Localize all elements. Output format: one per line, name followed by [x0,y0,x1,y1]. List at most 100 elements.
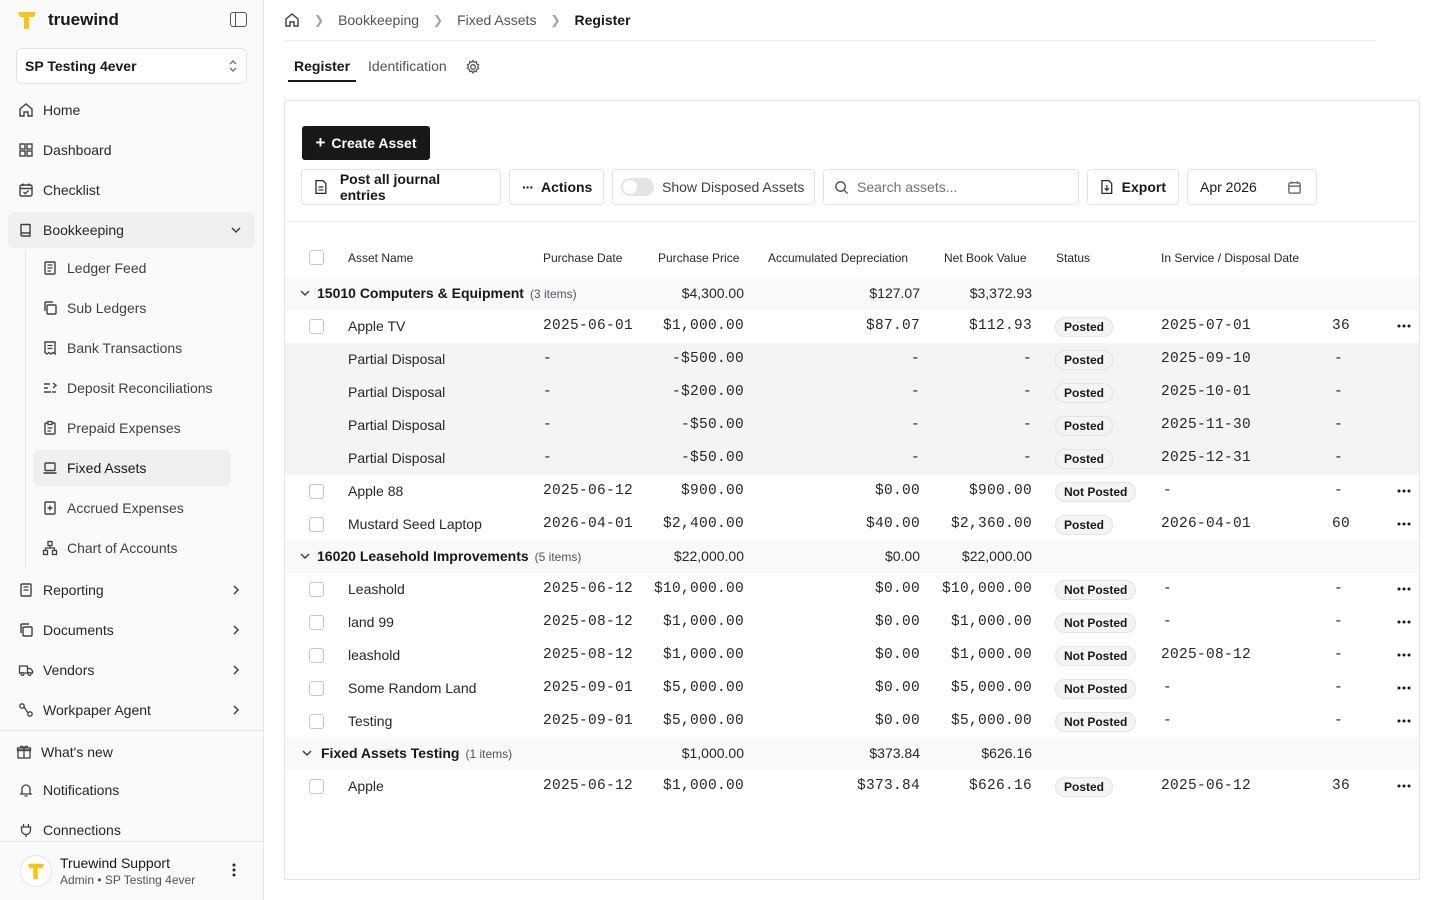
more-horizontal-icon[interactable] [1397,485,1411,497]
nav-deposit-reconciliations[interactable]: Deposit Reconciliations [33,370,231,406]
table-row[interactable]: leashold 2025-08-12 $1,000.00 $0.00 $1,000.0… [285,639,1419,672]
row-checkbox[interactable] [309,582,324,597]
breadcrumb-bookkeeping[interactable]: Bookkeeping [338,12,420,28]
table-row[interactable]: Mustard Seed Laptop 2026-04-01 $2,400.00 $4… [285,508,1419,541]
table-row[interactable]: Apple 2025-06-12 $1,000.00 $373.84 $626.16 Po… [285,770,1419,803]
show-disposed-toggle[interactable]: Show Disposed Assets [612,169,815,205]
nav-connections[interactable]: Connections [8,812,255,848]
row-checkbox[interactable] [309,779,324,794]
row-checkbox[interactable] [309,648,324,663]
period-picker[interactable]: Apr 2026 [1187,169,1317,205]
group-row[interactable]: 16020 Leasehold Improvements (5 items) $22… [285,540,1419,573]
disposal-row[interactable]: Partial Disposal - -$500.00 - - Posted 2025-09… [285,343,1419,376]
disposal-row[interactable]: Partial Disposal - -$50.00 - - Posted 2025-12-… [285,442,1419,475]
tab-identification[interactable]: Identification [368,58,447,74]
chevrons-up-down-icon [229,60,237,72]
nav-bank-transactions-label: Bank Transactions [67,340,183,356]
nav-documents[interactable]: Documents [8,612,255,648]
nav-vendors[interactable]: Vendors [8,652,255,688]
group-row[interactable]: 15010 Computers & Equipment (3 items) $4,3… [285,277,1419,310]
nav-sub-ledgers[interactable]: Sub Ledgers [33,290,231,326]
row-checkbox[interactable] [309,615,324,630]
more-horizontal-icon[interactable] [1397,583,1411,595]
asset-name[interactable]: Apple TV [348,318,406,334]
clipboard-icon [44,420,56,435]
nav-home[interactable]: Home [8,92,255,128]
more-horizontal-icon[interactable] [1397,649,1411,661]
disposal-row[interactable]: Partial Disposal - -$50.00 - - Posted 2025-11-… [285,409,1419,442]
col-accumulated-depreciation[interactable]: Accumulated Depreciation [768,251,909,265]
asset-name[interactable]: Apple [348,778,384,794]
nav-chart-of-accounts[interactable]: Chart of Accounts [33,530,231,566]
home-icon[interactable] [284,12,300,28]
col-status[interactable]: Status [1056,251,1091,265]
row-checkbox[interactable] [309,319,324,334]
asset-name[interactable]: Testing [348,713,393,729]
asset-name[interactable]: Partial Disposal [348,417,446,433]
nav-ledger-feed[interactable]: Ledger Feed [33,250,231,286]
more-horizontal-icon[interactable] [1397,518,1411,530]
asset-name[interactable]: Partial Disposal [348,450,446,466]
more-horizontal-icon[interactable] [1397,715,1411,727]
nav-notifications[interactable]: Notifications [8,772,255,808]
nav-whats-new[interactable]: What's new [8,734,255,770]
create-asset-button[interactable]: + Create Asset [302,126,430,160]
nav-bank-transactions[interactable]: Bank Transactions [33,330,231,366]
asset-name[interactable]: Partial Disposal [348,384,446,400]
actions-button[interactable]: ··· Actions [509,169,604,205]
post-all-journal-entries-button[interactable]: Post all journal entries [301,169,501,205]
gear-icon[interactable] [465,59,481,75]
row-checkbox[interactable] [309,714,324,729]
table-row[interactable]: Some Random Land 2025-09-01 $5,000.00 $0.00… [285,672,1419,705]
more-horizontal-icon[interactable] [1397,780,1411,792]
more-horizontal-icon[interactable] [1397,682,1411,694]
nav-workpaper-agent[interactable]: Workpaper Agent [8,692,255,728]
asset-name[interactable]: Some Random Land [348,680,477,696]
asset-name[interactable]: leashold [348,647,401,663]
show-disposed-switch[interactable] [621,178,654,196]
select-all-checkbox[interactable] [309,250,324,265]
col-purchase-date[interactable]: Purchase Date [543,251,623,265]
org-selector[interactable]: SP Testing 4ever [16,48,247,84]
more-horizontal-icon[interactable] [1397,616,1411,628]
table-row[interactable]: Apple TV 2025-06-01 $1,000.00 $87.07 $112.93… [285,310,1419,343]
group-row[interactable]: Fixed Assets Testing (1 items) $1,000.00 $3… [285,737,1419,770]
col-net-book-value[interactable]: Net Book Value [944,251,1027,265]
asset-name[interactable]: Mustard Seed Laptop [348,516,482,532]
sidebar-toggle-icon[interactable] [230,12,247,27]
brand[interactable]: truewind [16,8,119,32]
table-row[interactable]: Apple 88 2025-06-12 $900.00 $0.00 $900.00 Not… [285,475,1419,508]
row-checkbox[interactable] [309,484,324,499]
asset-name[interactable]: land 99 [348,614,394,630]
nav-bookkeeping[interactable]: Bookkeeping [8,212,255,248]
nav-reporting[interactable]: Reporting [8,572,255,608]
breadcrumb-fixed-assets[interactable]: Fixed Assets [457,12,537,28]
asset-name[interactable]: Leashold [348,581,405,597]
col-asset-name[interactable]: Asset Name [348,251,414,265]
table-row[interactable]: Testing 2025-09-01 $5,000.00 $0.00 $5,000.00… [285,705,1419,738]
asset-name[interactable]: Partial Disposal [348,351,446,367]
chevron-down-icon[interactable] [301,747,313,759]
nav-accrued-expenses[interactable]: Accrued Expenses [33,490,231,526]
col-purchase-price[interactable]: Purchase Price [658,251,740,265]
export-button[interactable]: Export [1087,169,1179,205]
col-in-service-date[interactable]: In Service / Disposal Date [1161,251,1300,265]
chevron-down-icon[interactable] [299,550,311,562]
user-menu[interactable]: Truewind Support Admin • SP Testing 4eve… [0,842,263,900]
row-checkbox[interactable] [309,681,324,696]
asset-name[interactable]: Apple 88 [348,483,404,499]
more-horizontal-icon[interactable] [1397,320,1411,332]
search-input[interactable] [857,179,1067,195]
table-row[interactable]: land 99 2025-08-12 $1,000.00 $0.00 $1,000.00… [285,606,1419,639]
table-row[interactable]: Leashold 2025-06-12 $10,000.00 $0.00 $10,000… [285,573,1419,606]
row-checkbox[interactable] [309,517,324,532]
nav-checklist[interactable]: Checklist [8,172,255,208]
tab-register[interactable]: Register [288,52,357,82]
nav-fixed-assets[interactable]: Fixed Assets [33,450,231,486]
nav-dashboard[interactable]: Dashboard [8,132,255,168]
more-vertical-icon[interactable] [232,863,236,877]
nav-checklist-label: Checklist [43,182,100,198]
chevron-down-icon[interactable] [299,287,311,299]
nav-prepaid-expenses[interactable]: Prepaid Expenses [33,410,231,446]
disposal-row[interactable]: Partial Disposal - -$200.00 - - Posted 2025-10… [285,376,1419,409]
